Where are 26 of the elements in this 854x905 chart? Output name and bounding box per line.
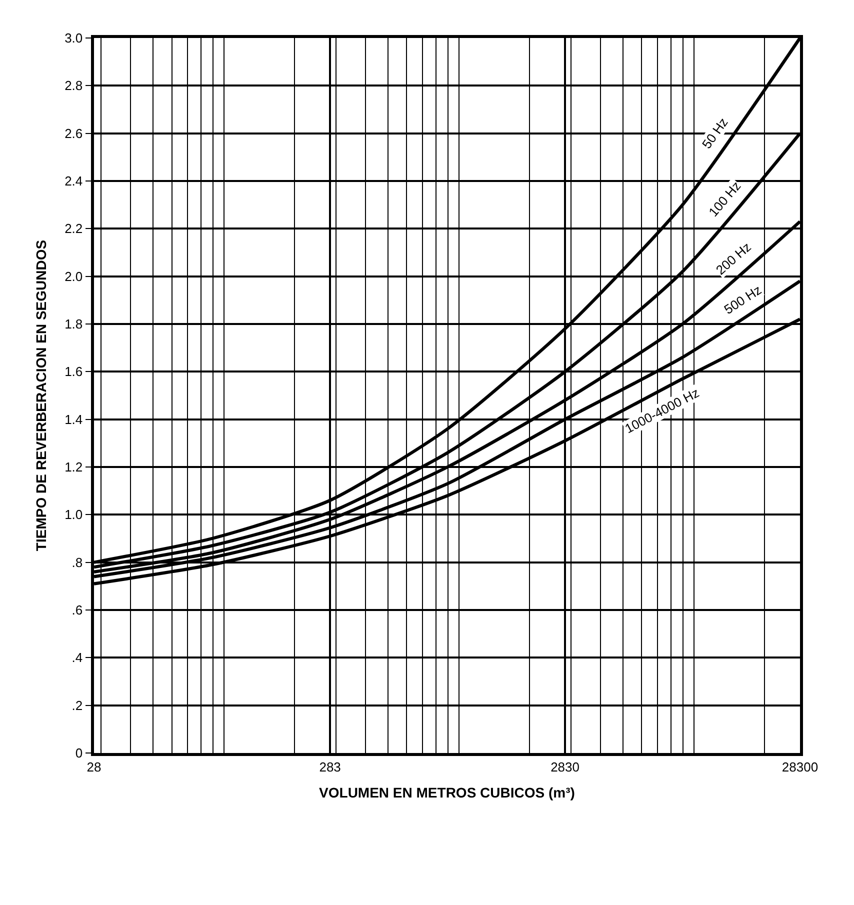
y-tick-label: 2.8 [64, 78, 83, 94]
y-tick-label: 2.2 [64, 221, 83, 236]
text: 100 Hz [706, 178, 744, 220]
y-tick-label: 2.6 [64, 126, 83, 141]
x-tick-label: 28 [86, 759, 102, 774]
text: 50 Hz [698, 114, 731, 152]
y-tick-label: 1.0 [64, 507, 83, 522]
x-tick-label: 28300 [782, 759, 818, 774]
y-tick-label: 0 [75, 746, 83, 761]
y-tick-label: 1.6 [64, 364, 83, 380]
y-axis-title: TIEMPO DE REVERBERACION EN SEGUNDOS [33, 240, 50, 552]
text: 200 Hz [712, 239, 754, 278]
x-axis-title: VOLUMEN EN METROS CUBICOS (m³) [319, 784, 575, 801]
y-tick-label: .8 [72, 554, 83, 570]
y-tick-label: .2 [72, 698, 83, 713]
x-tick-label: 2830 [550, 759, 580, 774]
y-tick-label: 3.0 [64, 30, 83, 46]
y-tick-label: 2.0 [64, 268, 83, 284]
y-tick-label: .6 [72, 602, 83, 618]
y-tick-label: 1.2 [64, 460, 83, 475]
y-tick-label: 1.8 [64, 316, 83, 332]
y-tick-label: 2.4 [64, 174, 83, 189]
text: 500 Hz [721, 282, 764, 318]
x-tick-label: 283 [319, 759, 341, 774]
y-tick-label: .4 [72, 650, 83, 666]
y-tick-label: 1.4 [64, 412, 83, 427]
